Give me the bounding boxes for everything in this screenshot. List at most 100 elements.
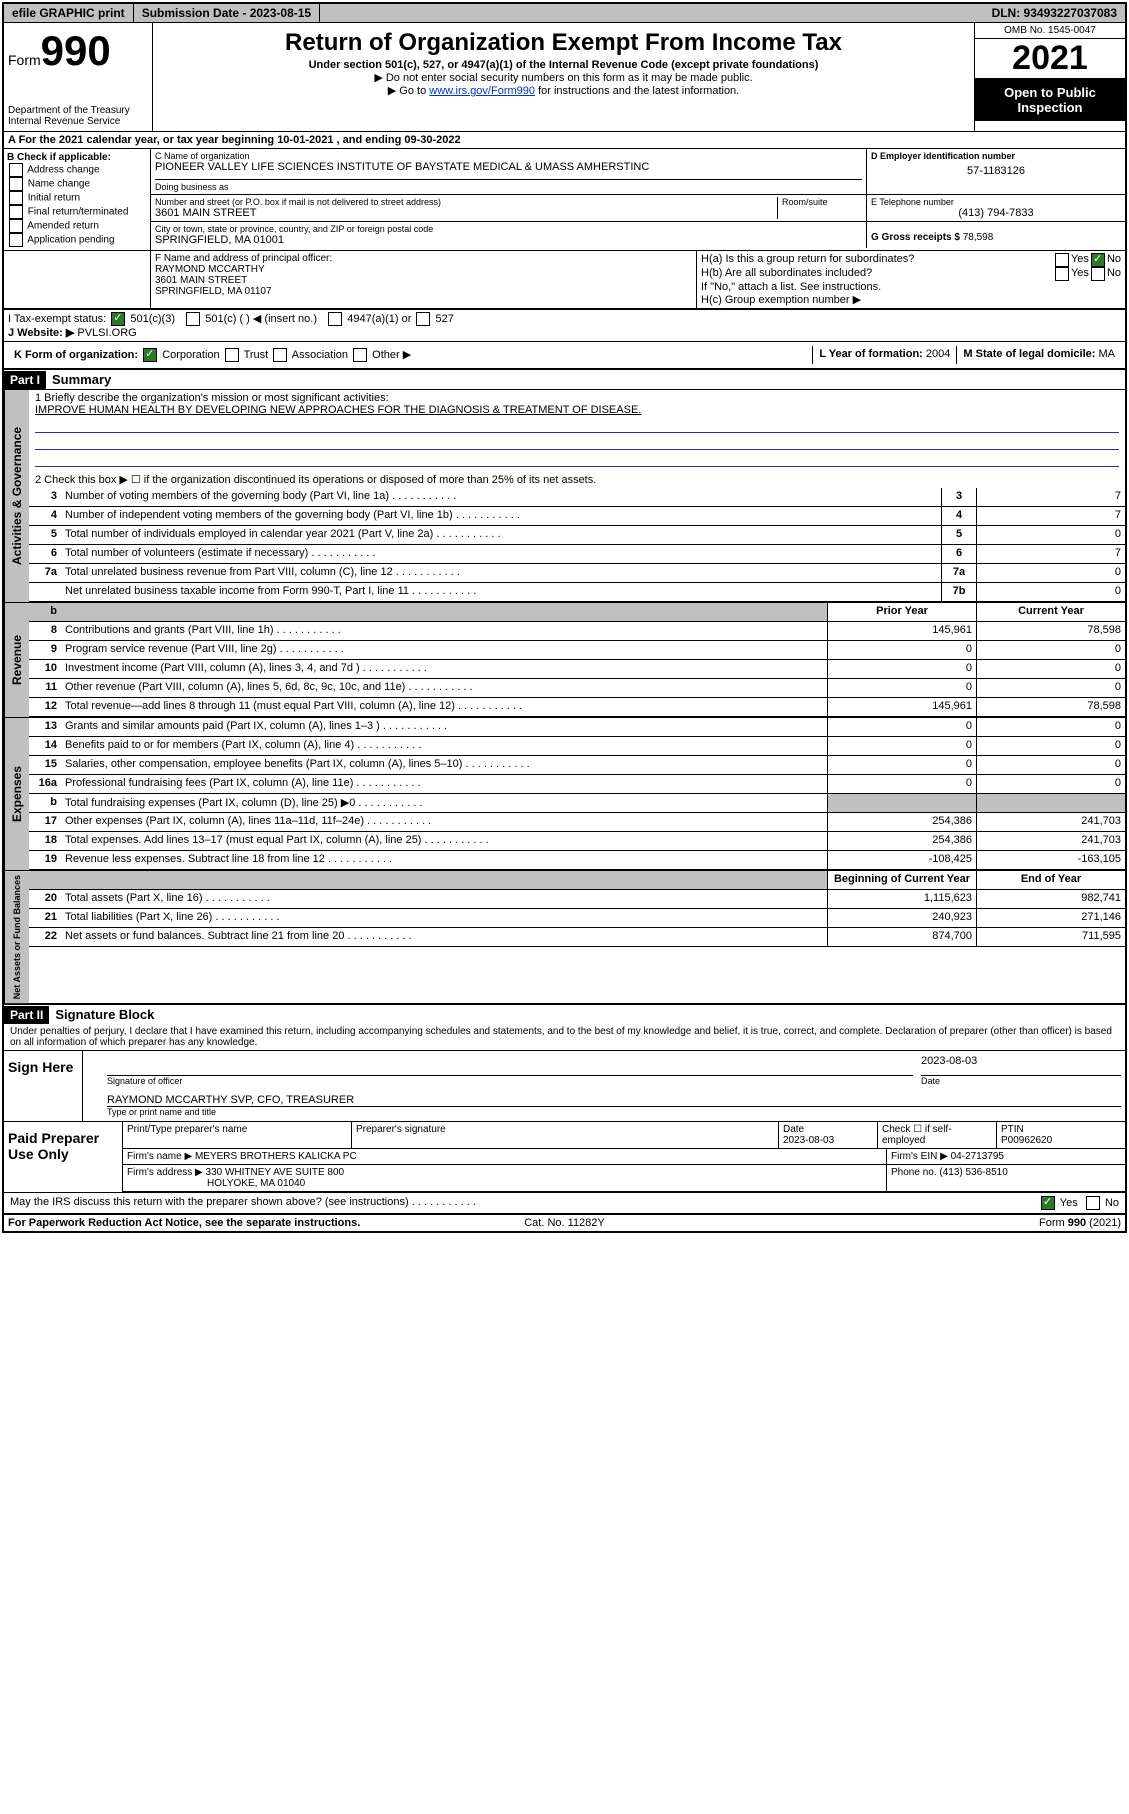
name-title-label: Type or print name and title: [107, 1107, 1121, 1117]
mission-line-2: [35, 418, 1119, 433]
footer: For Paperwork Reduction Act Notice, see …: [4, 1215, 1125, 1231]
may-irs-no-chk[interactable]: [1086, 1196, 1100, 1210]
row-current: [976, 794, 1125, 812]
row-desc: Total unrelated business revenue from Pa…: [61, 564, 941, 582]
prep-date-cell: Date2023-08-03: [779, 1122, 878, 1148]
chk-amended-return[interactable]: Amended return: [7, 219, 147, 233]
tax-year: 2021: [975, 39, 1125, 79]
chk-address-change[interactable]: Address change: [7, 163, 147, 177]
prep-sig-label: Preparer's signature: [352, 1122, 779, 1148]
city-cell: City or town, state or province, country…: [151, 222, 867, 248]
expenses-rows: 13Grants and similar amounts paid (Part …: [29, 718, 1125, 870]
hb-yes-chk[interactable]: [1055, 267, 1069, 281]
row-current: 78,598: [976, 622, 1125, 640]
mission-line-4: [35, 452, 1119, 467]
org-name-label: C Name of organization: [155, 151, 862, 161]
l-val: 2004: [926, 348, 950, 360]
row-current: 241,703: [976, 813, 1125, 831]
chk-initial-return[interactable]: Initial return: [7, 191, 147, 205]
row-klm: K Form of organization: Corporation Trus…: [4, 342, 1125, 370]
chk-other[interactable]: [353, 348, 367, 362]
row-desc: Total expenses. Add lines 13–17 (must eq…: [61, 832, 827, 850]
officer-name: RAYMOND MCCARTHY: [155, 264, 692, 275]
governance-section: Activities & Governance 1 Briefly descri…: [4, 389, 1125, 602]
open-public-label: Open to Public Inspection: [975, 79, 1125, 121]
sig-date-label: Date: [921, 1076, 1121, 1086]
may-irs-row: May the IRS discuss this return with the…: [4, 1193, 1125, 1215]
governance-row: 6Total number of volunteers (estimate if…: [29, 545, 1125, 564]
row-desc: Total assets (Part X, line 16): [61, 890, 827, 908]
addr-label: Number and street (or P.O. box if mail i…: [155, 197, 777, 207]
row-desc: Total fundraising expenses (Part IX, col…: [61, 794, 827, 812]
chk-527[interactable]: [416, 312, 430, 326]
col-h: H(a) Is this a group return for subordin…: [697, 251, 1125, 308]
row-num: 16a: [29, 775, 61, 793]
footer-left: For Paperwork Reduction Act Notice, see …: [8, 1217, 379, 1229]
ptin-cell: PTINP00962620: [997, 1122, 1125, 1148]
sig-date-value: 2023-08-03: [921, 1055, 1121, 1076]
irs-link[interactable]: www.irs.gov/Form990: [429, 85, 535, 97]
data-row: 10Investment income (Part VIII, column (…: [29, 660, 1125, 679]
chk-assoc[interactable]: [273, 348, 287, 362]
col-b: B Check if applicable: Address change Na…: [4, 149, 151, 250]
row-box: 5: [941, 526, 976, 544]
hdr-beginning: Beginning of Current Year: [827, 871, 976, 889]
row-val: 0: [976, 583, 1125, 601]
i-o3: 4947(a)(1) or: [347, 313, 411, 325]
row-ij: I Tax-exempt status: 501(c)(3) 501(c) ( …: [4, 309, 1125, 342]
side-expenses: Expenses: [4, 718, 29, 870]
hb-no: No: [1107, 267, 1121, 281]
header-right: OMB No. 1545-0047 2021 Open to Public In…: [974, 23, 1125, 131]
row-current: -163,105: [976, 851, 1125, 869]
row-desc: Total liabilities (Part X, line 26): [61, 909, 827, 927]
row-current: 78,598: [976, 698, 1125, 716]
row-box: 7a: [941, 564, 976, 582]
firm-addr-cell: Firm's address ▶ 330 WHITNEY AVE SUITE 8…: [123, 1165, 887, 1191]
chk-4947[interactable]: [328, 312, 342, 326]
row-desc: Grants and similar amounts paid (Part IX…: [61, 718, 827, 736]
phone-label: E Telephone number: [871, 197, 1121, 207]
h-a-label: H(a) Is this a group return for subordin…: [701, 253, 1053, 267]
part1-title: Summary: [46, 370, 117, 389]
header-left: Form990 Department of the Treasury Inter…: [4, 23, 153, 131]
ha-no-chk[interactable]: [1091, 253, 1105, 267]
addr-cell: Number and street (or P.O. box if mail i…: [151, 195, 867, 221]
row-desc: Other revenue (Part VIII, column (A), li…: [61, 679, 827, 697]
row-prior: 0: [827, 718, 976, 736]
chk-name-change[interactable]: Name change: [7, 177, 147, 191]
row-desc: Net unrelated business taxable income fr…: [61, 583, 941, 601]
row-prior: [827, 794, 976, 812]
chk-501c[interactable]: [186, 312, 200, 326]
ha-yes-chk[interactable]: [1055, 253, 1069, 267]
chk-trust[interactable]: [225, 348, 239, 362]
chk-application-pending[interactable]: Application pending: [7, 233, 147, 247]
revenue-rows: 8Contributions and grants (Part VIII, li…: [29, 622, 1125, 717]
row-desc: Total number of volunteers (estimate if …: [61, 545, 941, 563]
chk-501c3[interactable]: [111, 312, 125, 326]
na-gap-d: [61, 871, 827, 889]
row-desc: Other expenses (Part IX, column (A), lin…: [61, 813, 827, 831]
data-row: 22Net assets or fund balances. Subtract …: [29, 928, 1125, 947]
row-num: 19: [29, 851, 61, 869]
hb-no-chk[interactable]: [1091, 267, 1105, 281]
sign-here-label: Sign Here: [4, 1051, 83, 1121]
form-subtitle-3: ▶ Go to www.irs.gov/Form990 for instruct…: [161, 84, 966, 97]
row-box: 3: [941, 488, 976, 506]
chk-final-return[interactable]: Final return/terminated: [7, 205, 147, 219]
row-num: b: [29, 794, 61, 812]
footer-right: Form 990 (2021): [750, 1217, 1121, 1229]
side-governance: Activities & Governance: [4, 390, 29, 602]
gross-cell: G Gross receipts $ 78,598: [867, 222, 1125, 248]
chk-corp[interactable]: [143, 348, 157, 362]
row-prior: 0: [827, 775, 976, 793]
may-irs-yes-chk[interactable]: [1041, 1196, 1055, 1210]
mission-line-3: [35, 435, 1119, 450]
row-current: 982,741: [976, 890, 1125, 908]
form-header: Form990 Department of the Treasury Inter…: [4, 23, 1125, 132]
prep-row-2: Firm's name ▶ MEYERS BROTHERS KALICKA PC…: [123, 1149, 1125, 1165]
k-label: K Form of organization:: [14, 349, 138, 361]
firm-ein-cell: Firm's EIN ▶ 04-2713795: [887, 1149, 1125, 1164]
j-val: PVLSI.ORG: [77, 327, 136, 339]
sig-officer-line[interactable]: [107, 1055, 913, 1076]
ein-cell: D Employer identification number 57-1183…: [867, 149, 1125, 194]
